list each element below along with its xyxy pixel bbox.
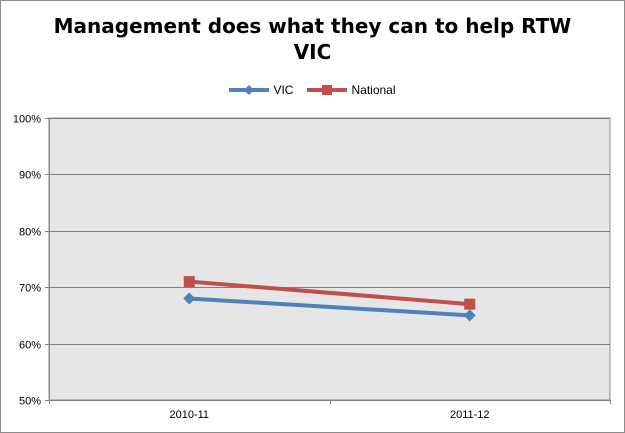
chart-title-line-2: VIC xyxy=(293,40,332,64)
legend-item-national: National xyxy=(307,83,396,97)
y-tick-label: 70% xyxy=(19,283,41,295)
legend-marker-vic xyxy=(229,85,270,95)
y-tick-label: 80% xyxy=(19,227,41,239)
y-tick-label: 90% xyxy=(19,170,41,182)
y-tick-label: 100% xyxy=(13,114,41,126)
data-point-vic xyxy=(463,309,476,322)
y-tick-label: 50% xyxy=(19,396,41,408)
series-line-national xyxy=(189,279,470,307)
data-point-vic xyxy=(183,292,196,305)
legend-item-vic: VIC xyxy=(229,83,293,97)
legend-label-vic: VIC xyxy=(273,83,294,97)
chart-title: Management does what they can to help RT… xyxy=(1,13,624,65)
x-tick-label: 2011-12 xyxy=(450,409,490,421)
legend: VIC National xyxy=(1,83,624,97)
x-tick-label: 2010-11 xyxy=(169,409,209,421)
plot-background xyxy=(48,117,611,401)
data-point-national xyxy=(183,276,195,288)
legend-marker-national xyxy=(307,85,348,95)
chart-title-line-1: Management does what they can to help RT… xyxy=(53,14,572,38)
data-point-national xyxy=(464,298,476,310)
y-tick-label: 60% xyxy=(19,340,41,352)
legend-label-national: National xyxy=(351,83,396,97)
series-line-vic xyxy=(189,296,470,318)
